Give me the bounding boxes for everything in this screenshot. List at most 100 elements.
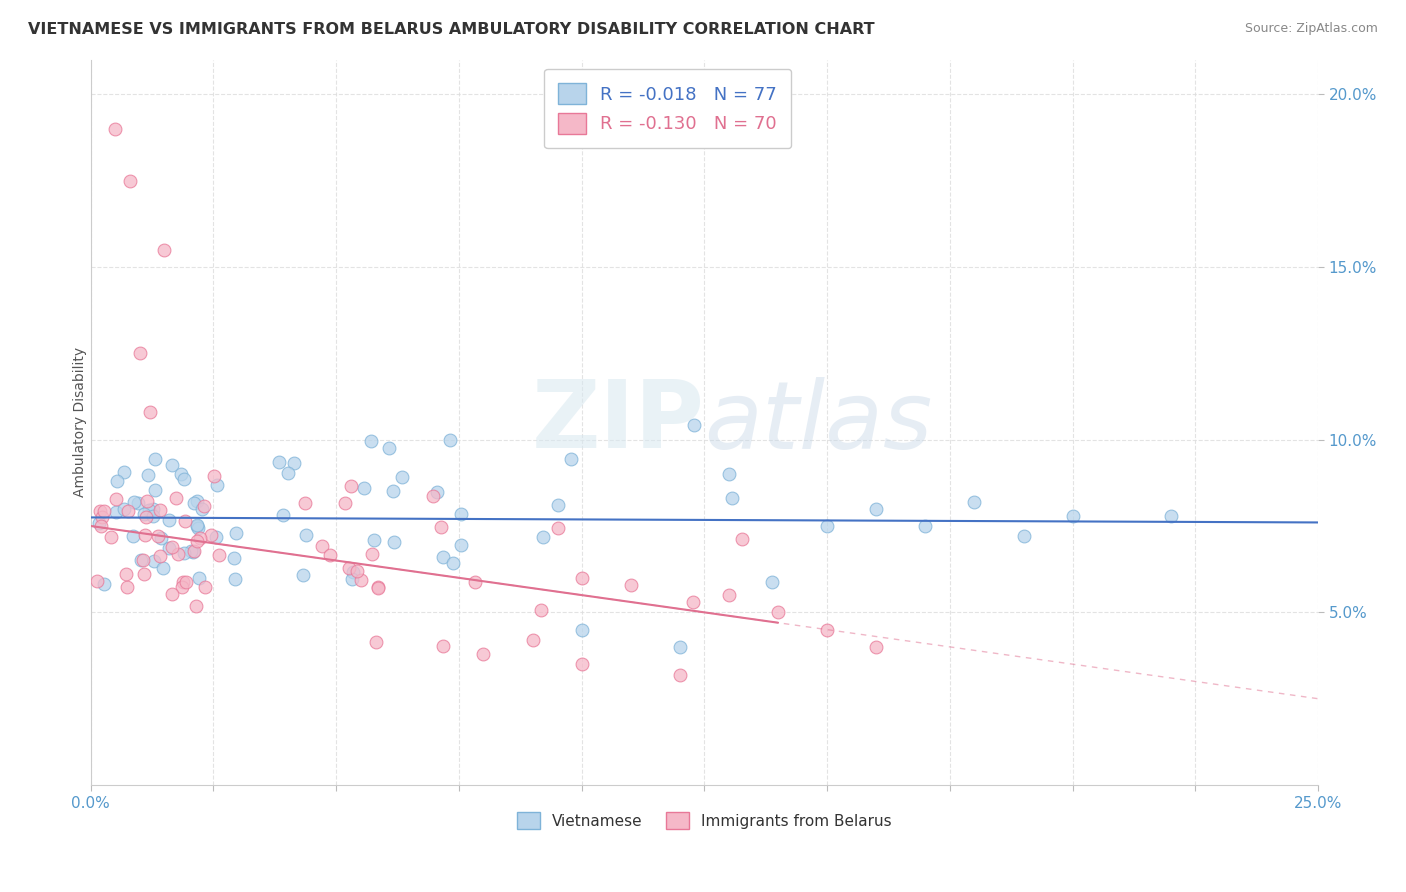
Point xyxy=(173,546,195,560)
Text: Source: ZipAtlas.com: Source: ZipAtlas.com xyxy=(1244,22,1378,36)
Point xyxy=(138,503,160,517)
Point xyxy=(132,507,155,521)
Point xyxy=(267,455,290,469)
Point xyxy=(188,531,211,545)
Point xyxy=(222,550,245,565)
Point xyxy=(224,572,246,586)
Point xyxy=(146,528,169,542)
Point xyxy=(186,518,208,533)
Point xyxy=(186,533,208,548)
Point xyxy=(104,121,127,136)
Point xyxy=(166,547,188,561)
Point xyxy=(472,647,495,661)
Point xyxy=(382,534,405,549)
Point xyxy=(571,623,593,637)
Y-axis label: Ambulatory Disability: Ambulatory Disability xyxy=(73,347,87,498)
Point xyxy=(318,548,340,562)
Point xyxy=(193,499,215,513)
Point xyxy=(186,517,208,532)
Point xyxy=(815,519,838,533)
Point xyxy=(422,489,444,503)
Point xyxy=(129,553,152,567)
Point xyxy=(381,484,404,499)
Point xyxy=(205,478,228,492)
Point xyxy=(283,457,305,471)
Point xyxy=(292,567,315,582)
Point xyxy=(430,520,453,534)
Point xyxy=(360,547,382,561)
Point xyxy=(135,493,157,508)
Point xyxy=(1160,508,1182,523)
Point xyxy=(112,465,135,479)
Point xyxy=(173,472,195,486)
Point xyxy=(160,458,183,472)
Point xyxy=(340,478,363,492)
Text: VIETNAMESE VS IMMIGRANTS FROM BELARUS AMBULATORY DISABILITY CORRELATION CHART: VIETNAMESE VS IMMIGRANTS FROM BELARUS AM… xyxy=(28,22,875,37)
Point xyxy=(295,528,318,542)
Point xyxy=(169,467,191,482)
Point xyxy=(143,451,166,466)
Point xyxy=(963,495,986,509)
Point xyxy=(157,541,180,555)
Point xyxy=(363,533,385,547)
Point xyxy=(815,623,838,637)
Point xyxy=(271,508,294,523)
Point xyxy=(134,566,156,581)
Point xyxy=(132,553,155,567)
Point xyxy=(349,573,371,587)
Point xyxy=(176,575,198,590)
Point xyxy=(143,554,166,568)
Point xyxy=(202,468,225,483)
Point xyxy=(183,496,205,510)
Point xyxy=(865,501,887,516)
Point xyxy=(180,544,202,558)
Point xyxy=(464,574,486,589)
Point xyxy=(360,434,382,448)
Point xyxy=(138,468,160,483)
Point xyxy=(571,657,593,672)
Text: ZIP: ZIP xyxy=(531,376,704,468)
Point xyxy=(105,505,128,519)
Point xyxy=(128,346,150,360)
Point xyxy=(93,576,115,591)
Point xyxy=(367,580,389,594)
Point xyxy=(766,605,789,619)
Point xyxy=(560,452,582,467)
Point xyxy=(86,574,108,588)
Point xyxy=(311,539,333,553)
Point xyxy=(337,561,360,575)
Point xyxy=(378,441,401,455)
Point xyxy=(294,496,316,510)
Point xyxy=(342,565,364,579)
Point xyxy=(432,549,454,564)
Point xyxy=(91,510,114,524)
Point xyxy=(717,467,740,482)
Point xyxy=(391,469,413,483)
Point xyxy=(571,571,593,585)
Point xyxy=(450,538,472,552)
Point xyxy=(717,588,740,602)
Point xyxy=(184,599,207,613)
Point xyxy=(149,549,172,563)
Point xyxy=(170,580,193,594)
Point xyxy=(353,481,375,495)
Point xyxy=(188,571,211,585)
Point xyxy=(142,508,165,523)
Point xyxy=(134,527,156,541)
Point xyxy=(118,173,141,187)
Point xyxy=(104,491,127,506)
Point xyxy=(441,557,464,571)
Point xyxy=(89,516,111,531)
Point xyxy=(439,434,461,448)
Point xyxy=(93,504,115,518)
Point xyxy=(115,580,138,594)
Point xyxy=(172,574,194,589)
Point xyxy=(720,491,742,506)
Point xyxy=(187,521,209,535)
Point xyxy=(1062,508,1084,523)
Point xyxy=(173,514,195,528)
Point xyxy=(682,594,704,608)
Point xyxy=(333,496,356,510)
Legend: Vietnamese, Immigrants from Belarus: Vietnamese, Immigrants from Belarus xyxy=(510,805,897,836)
Point xyxy=(165,491,187,506)
